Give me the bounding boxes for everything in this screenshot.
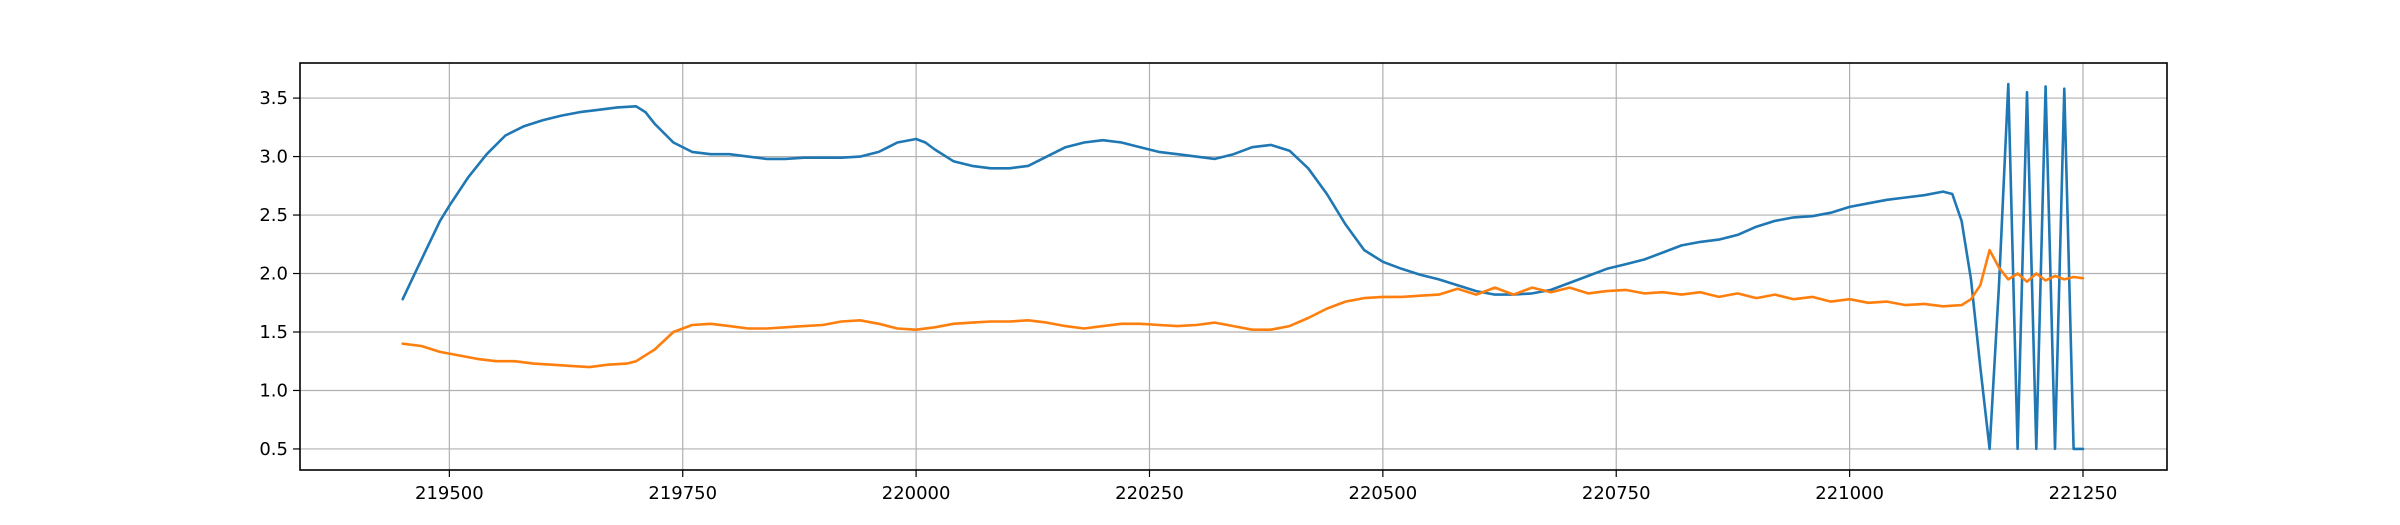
- y-tick-label: 1.0: [259, 380, 288, 401]
- x-tick-label: 220250: [1115, 483, 1184, 504]
- y-tick-label: 1.5: [259, 322, 288, 343]
- plot-area-frame: [299, 62, 2168, 471]
- x-tick-label: 220500: [1349, 483, 1418, 504]
- y-tick-label: 2.0: [259, 264, 288, 285]
- x-tick-label: 220750: [1582, 483, 1651, 504]
- x-axis: 219500 219750 220000 220250 220500 220750 2210…: [415, 470, 2117, 504]
- y-tick-label: 3.0: [259, 147, 288, 168]
- x-tick-label: 220000: [882, 483, 951, 504]
- x-tick-label: 219750: [648, 483, 717, 504]
- grid: [300, 63, 2167, 470]
- series-group: [401, 82, 2085, 451]
- series-line-1: [401, 82, 2085, 451]
- x-tick-label: 221250: [2049, 483, 2118, 504]
- x-tick-label: 219500: [415, 483, 484, 504]
- x-tick-label: 221000: [1815, 483, 1884, 504]
- y-tick-label: 3.5: [259, 88, 288, 109]
- y-tick-label: 0.5: [259, 439, 288, 460]
- y-axis: 0.5 1.0 1.5 2.0 2.5 3.0 3.5: [259, 88, 300, 460]
- series-line-2: [401, 248, 2085, 369]
- y-tick-label: 2.5: [259, 205, 288, 226]
